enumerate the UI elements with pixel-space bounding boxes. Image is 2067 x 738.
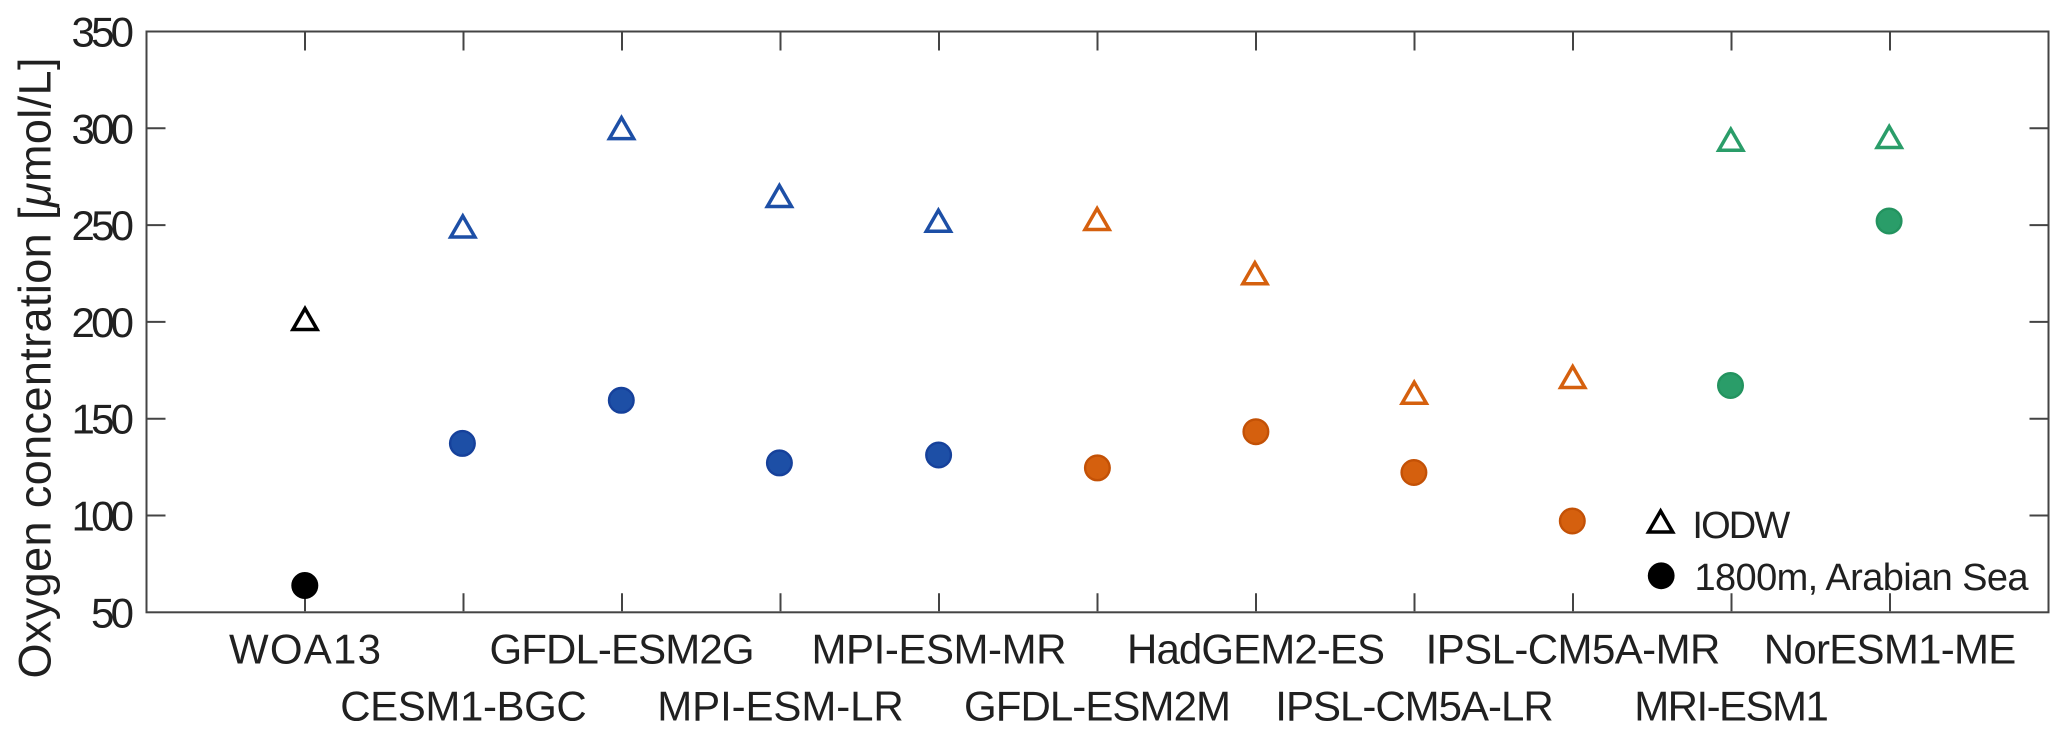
svg-text:200: 200 [72,299,135,346]
svg-text:IPSL-CM5A-LR: IPSL-CM5A-LR [1275,682,1553,729]
svg-text:IODW: IODW [1692,505,1790,547]
svg-text:WOA13: WOA13 [229,625,381,672]
svg-text:250: 250 [72,202,135,249]
svg-text:50: 50 [91,589,134,636]
svg-text:MRI-ESM1: MRI-ESM1 [1634,682,1829,729]
svg-text:GFDL-ESM2M: GFDL-ESM2M [964,682,1231,729]
svg-text:100: 100 [72,493,135,540]
svg-text:300: 300 [72,105,135,152]
svg-text:MPI-ESM-LR: MPI-ESM-LR [657,682,903,729]
svg-text:CESM1-BGC: CESM1-BGC [340,682,587,729]
svg-text:350: 350 [72,9,135,56]
svg-text:GFDL-ESM2G: GFDL-ESM2G [490,625,755,672]
svg-text:IPSL-CM5A-MR: IPSL-CM5A-MR [1426,625,1721,672]
svg-text:NorESM1-ME: NorESM1-ME [1764,625,2017,672]
svg-text:HadGEM2-ES: HadGEM2-ES [1127,625,1385,672]
svg-text:1800m, Arabian Sea: 1800m, Arabian Sea [1695,557,2030,599]
svg-text:Oxygen concentration [μmol/L]: Oxygen concentration [μmol/L] [10,58,61,679]
svg-text:MPI-ESM-MR: MPI-ESM-MR [812,625,1067,672]
svg-text:150: 150 [72,396,135,443]
